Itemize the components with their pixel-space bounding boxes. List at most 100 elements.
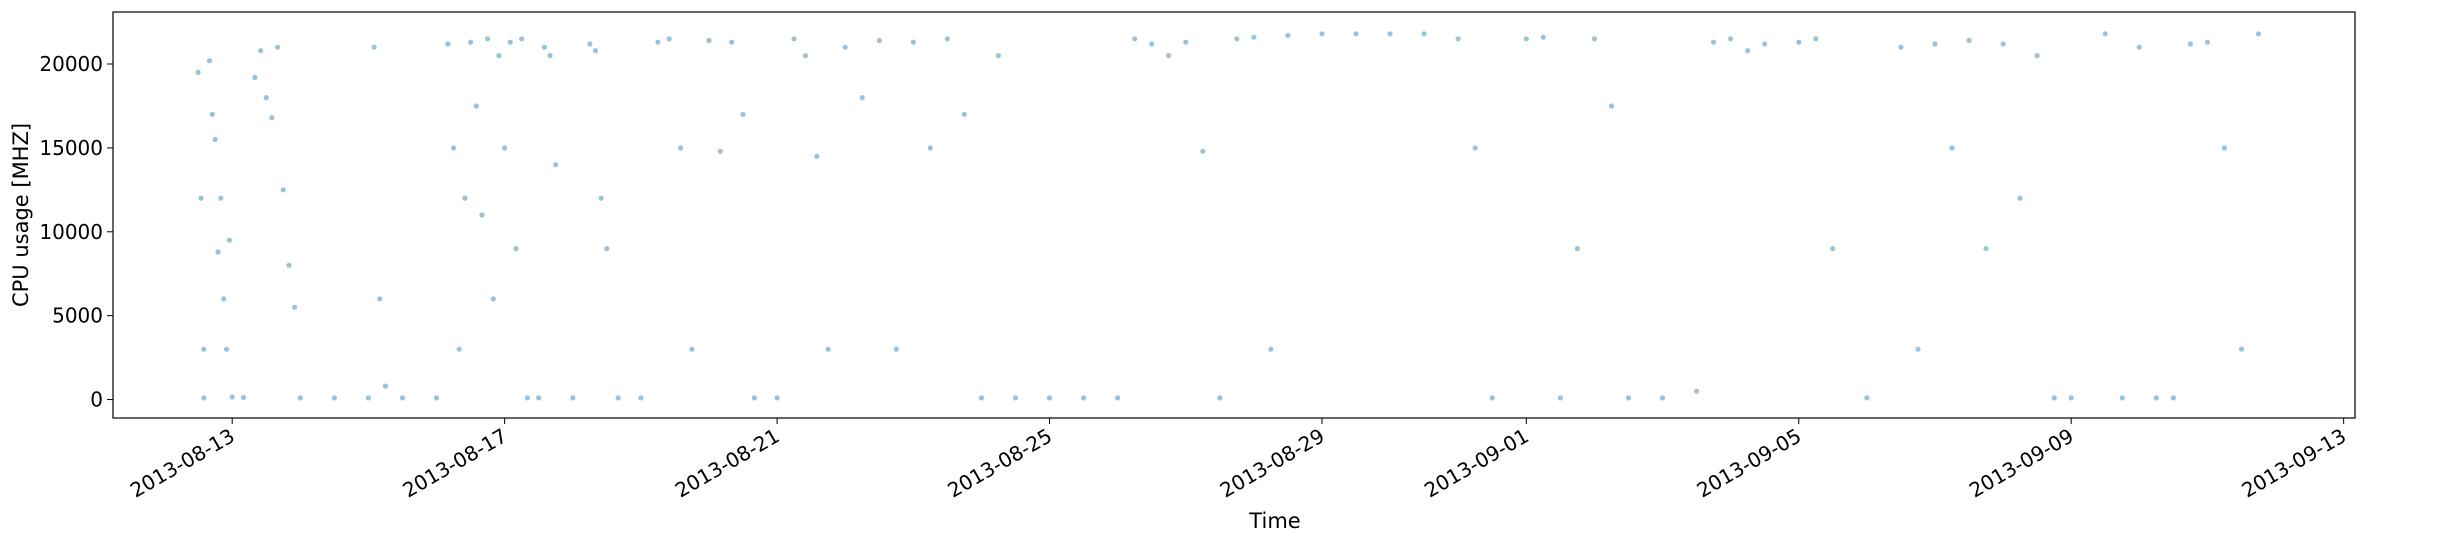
data-point — [791, 36, 797, 42]
data-point — [740, 111, 746, 117]
y-tick-label: 5000 — [52, 304, 103, 328]
data-point — [2204, 39, 2210, 45]
data-point — [547, 53, 553, 59]
data-point — [331, 395, 337, 401]
y-tick-label: 10000 — [39, 220, 103, 244]
data-point — [802, 53, 809, 59]
data-point — [218, 195, 224, 201]
data-point — [1983, 246, 1989, 252]
data-point — [995, 53, 1002, 59]
data-point — [2000, 41, 2006, 47]
data-point — [2068, 395, 2074, 401]
data-point — [825, 346, 831, 352]
data-point — [678, 145, 684, 151]
y-tick-label: 0 — [90, 388, 103, 412]
data-point — [604, 246, 610, 252]
data-point — [666, 36, 672, 42]
data-point — [961, 111, 968, 117]
data-point — [1898, 44, 1904, 50]
data-point — [269, 115, 275, 121]
data-point — [240, 394, 247, 401]
data-point — [1540, 34, 1546, 40]
data-point — [910, 39, 916, 45]
data-point — [263, 95, 269, 101]
data-point — [927, 145, 933, 151]
data-point — [2238, 346, 2245, 352]
x-tick-label: 2013-09-01 — [1420, 424, 1533, 503]
data-point — [2221, 145, 2228, 151]
data-point — [978, 395, 985, 401]
data-point — [1421, 31, 1427, 37]
data-point — [1523, 36, 1529, 42]
data-point — [399, 395, 406, 401]
data-point — [377, 296, 383, 302]
data-point — [1574, 246, 1580, 252]
data-point — [2119, 395, 2125, 401]
data-point — [1217, 395, 1223, 401]
y-axis: 0 5000 10000 15000 20000 — [39, 52, 113, 412]
x-tick-label: 2013-09-13 — [2237, 424, 2350, 503]
data-point — [490, 296, 496, 302]
data-point — [1745, 48, 1751, 54]
data-point — [570, 395, 576, 401]
data-point — [717, 148, 723, 154]
data-point — [1268, 346, 1274, 352]
data-point — [553, 162, 559, 168]
x-tick-label: 2013-09-05 — [1693, 424, 1806, 503]
data-point — [1149, 41, 1155, 47]
data-point — [524, 395, 530, 401]
data-point — [496, 53, 502, 59]
data-point — [226, 237, 232, 243]
data-point — [209, 111, 215, 117]
data-point — [1012, 395, 1019, 401]
x-axis-label: Time — [1248, 509, 1300, 533]
data-point — [1455, 36, 1461, 42]
data-point — [2153, 395, 2159, 401]
data-point — [201, 346, 207, 352]
data-point — [206, 58, 213, 64]
data-point — [2255, 31, 2262, 37]
data-point — [1234, 36, 1240, 42]
y-tick-label: 15000 — [39, 136, 103, 160]
x-tick-label: 2013-08-13 — [126, 424, 239, 503]
y-tick-label: 20000 — [39, 52, 103, 76]
data-point — [751, 395, 758, 401]
data-point — [286, 262, 292, 268]
data-point — [1285, 32, 1291, 39]
data-point — [195, 69, 201, 75]
data-point — [198, 195, 204, 201]
data-point — [513, 246, 519, 252]
data-point — [1762, 41, 1768, 47]
data-point — [2017, 195, 2023, 201]
data-point — [2187, 41, 2193, 47]
data-point — [292, 304, 298, 310]
data-point — [433, 395, 440, 401]
data-point — [479, 212, 485, 218]
data-point — [1659, 395, 1666, 401]
data-point — [1949, 145, 1955, 151]
data-point — [502, 145, 508, 151]
data-point — [382, 383, 388, 389]
x-tick-label: 2013-09-09 — [1965, 424, 2078, 503]
data-point — [451, 145, 457, 151]
data-point — [1830, 246, 1836, 252]
data-point — [201, 395, 207, 401]
x-tick-label: 2013-08-25 — [943, 424, 1056, 503]
data-point — [541, 44, 548, 50]
data-point — [365, 395, 371, 401]
data-point — [615, 395, 621, 401]
data-point — [519, 36, 525, 42]
x-tick-label: 2013-08-17 — [398, 424, 511, 503]
data-point — [215, 249, 221, 255]
data-point — [729, 39, 735, 45]
data-point — [1200, 148, 1206, 154]
data-point — [1711, 39, 1717, 45]
data-point — [280, 187, 286, 193]
data-point — [223, 346, 230, 352]
data-point — [638, 395, 644, 401]
data-point — [1625, 395, 1632, 401]
data-point — [655, 39, 661, 45]
data-point — [1813, 36, 1819, 42]
data-point — [1489, 395, 1495, 401]
